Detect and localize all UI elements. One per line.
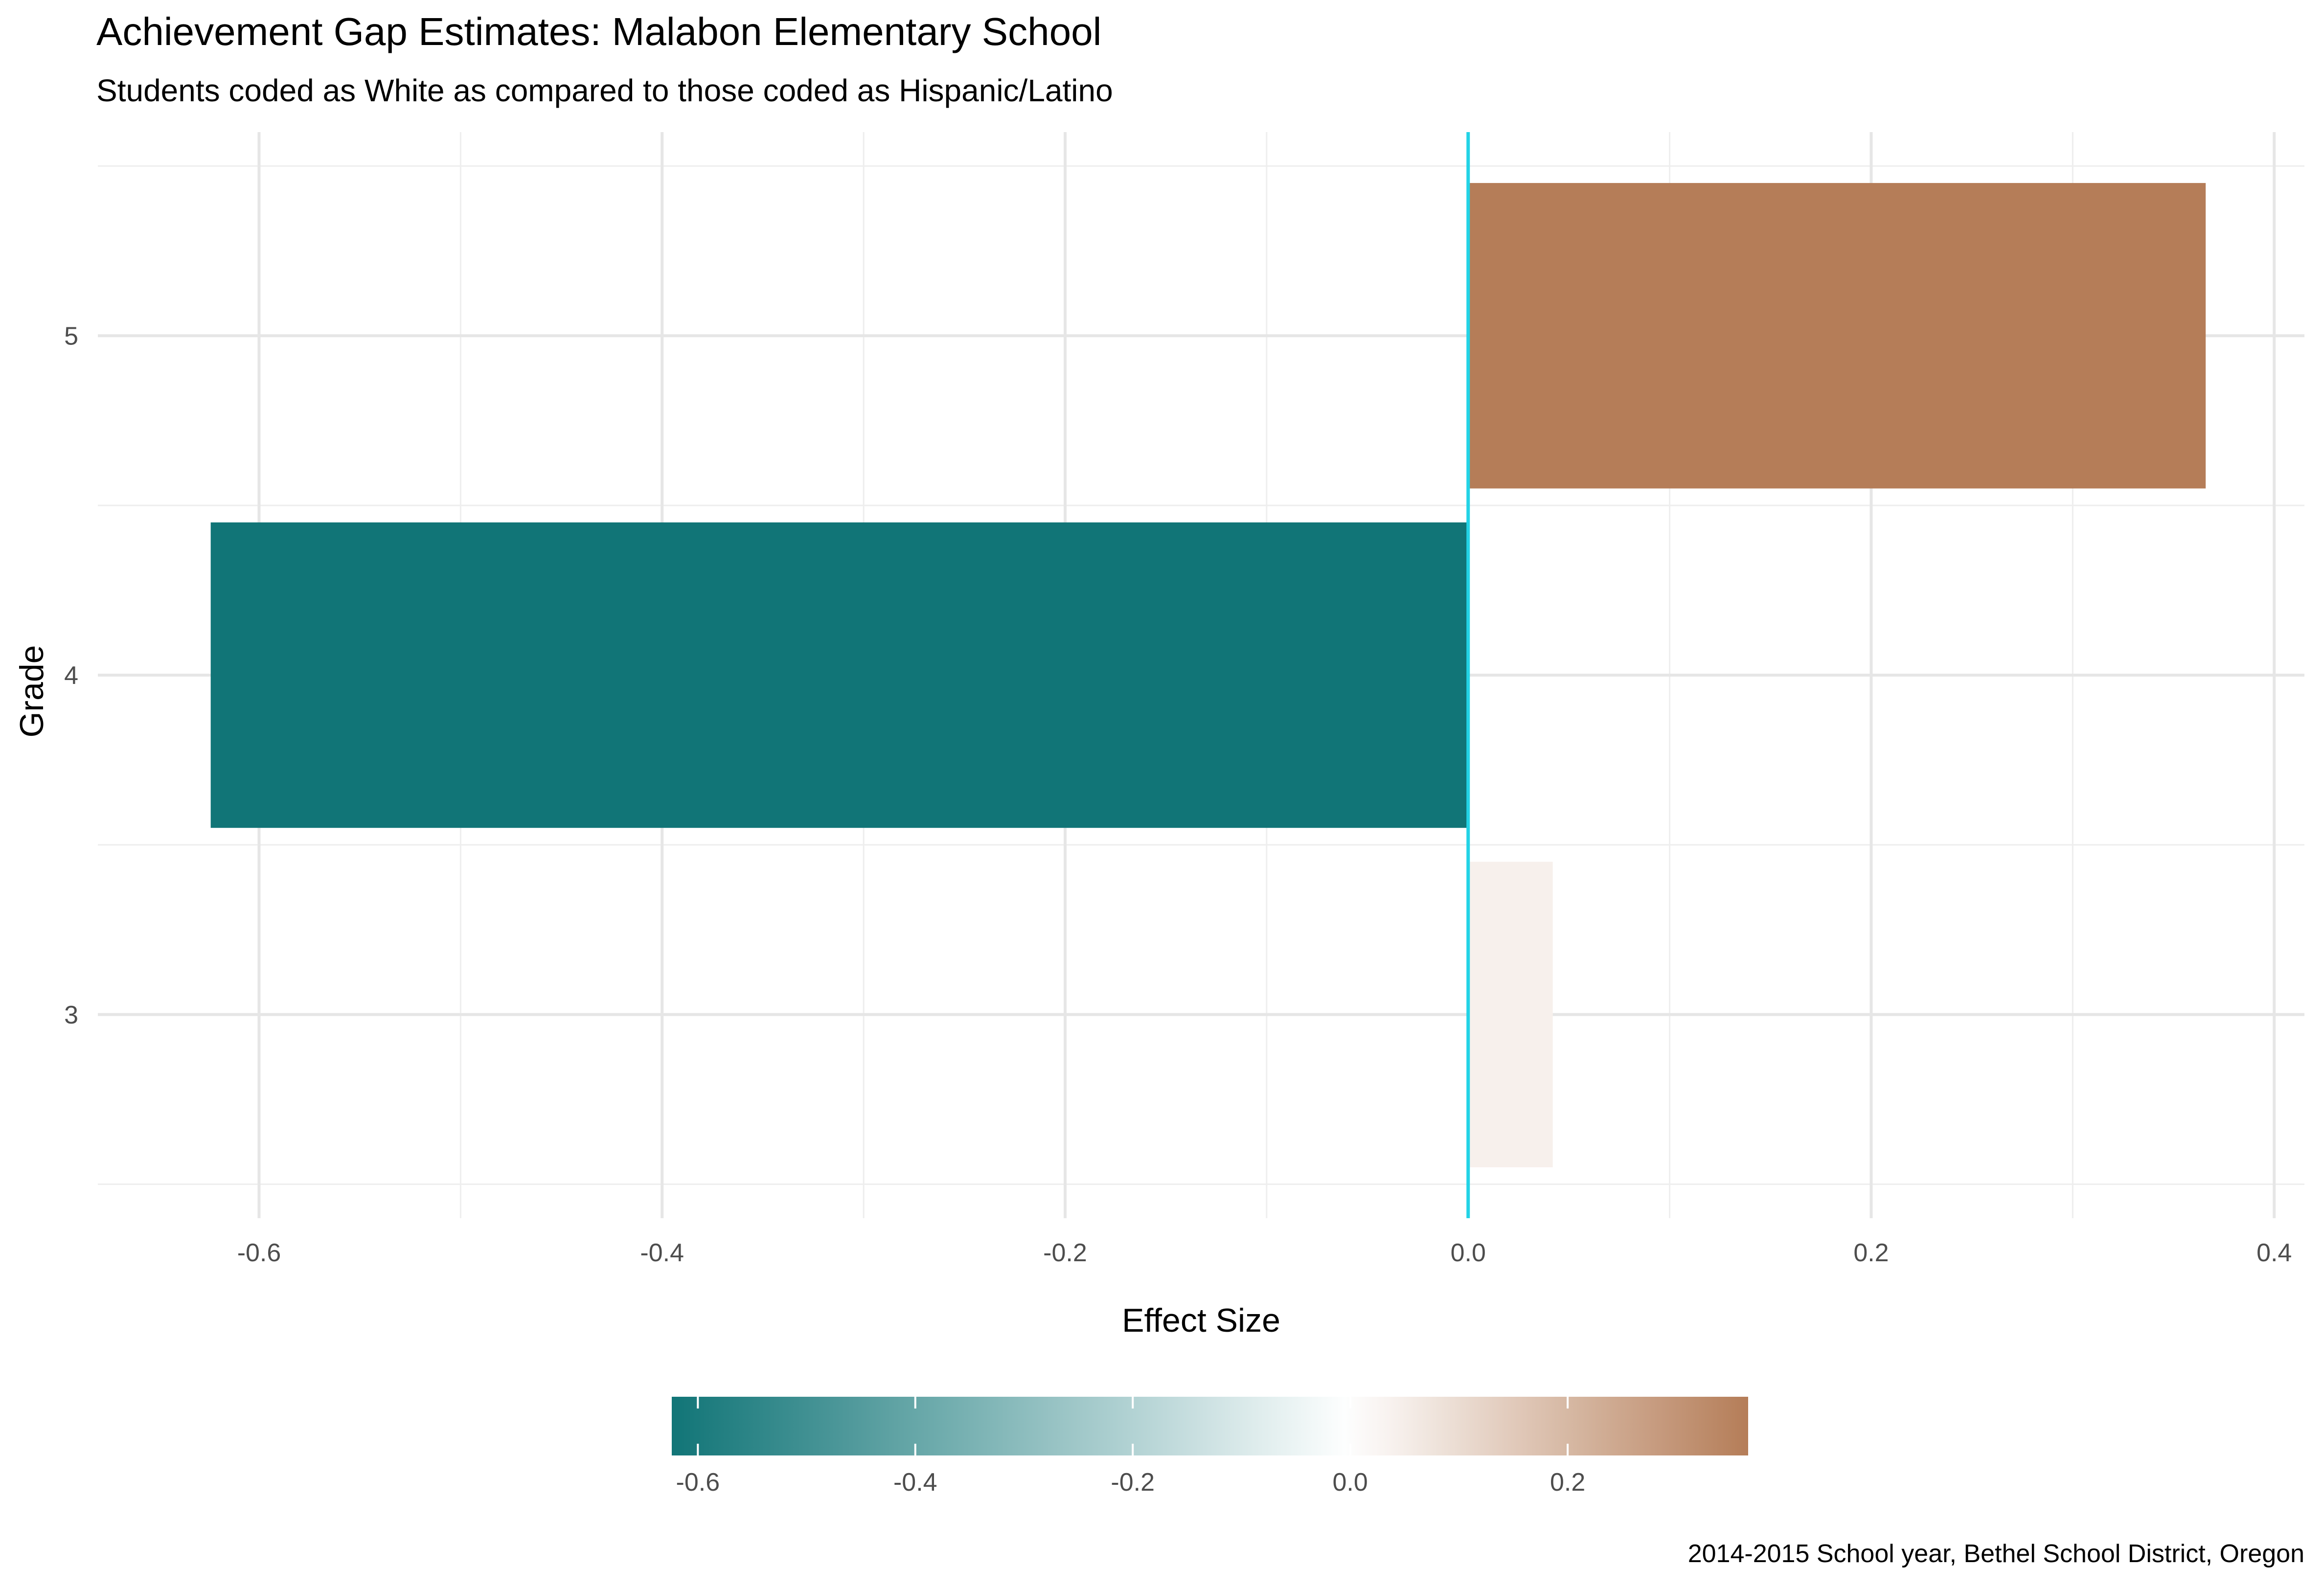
- bar-grade-3: [1468, 862, 1553, 1167]
- x-tick-label: 0.2: [1853, 1239, 1889, 1267]
- chart-caption: 2014-2015 School year, Bethel School Dis…: [1688, 1540, 2304, 1568]
- x-axis-ticks: -0.6 -0.4 -0.2 0.0 0.2 0.4: [237, 1239, 2292, 1267]
- x-tick-label: -0.4: [640, 1239, 684, 1267]
- colorbar-legend: -0.6 -0.4 -0.2 0.0 0.2: [672, 1397, 1748, 1497]
- x-axis-title: Effect Size: [1122, 1302, 1280, 1339]
- bar-grade-5: [1468, 183, 2206, 489]
- colorbar-ticks: -0.6 -0.4 -0.2 0.0 0.2: [676, 1397, 1585, 1497]
- colorbar: [672, 1397, 1748, 1455]
- x-tick-label: -0.6: [237, 1239, 281, 1267]
- x-tick-label: 0.4: [2256, 1239, 2292, 1267]
- x-tick-label: -0.2: [1043, 1239, 1087, 1267]
- colorbar-tick-label: -0.6: [676, 1468, 720, 1497]
- bars: [210, 183, 2206, 1167]
- chart-subtitle: Students coded as White as compared to t…: [96, 73, 1113, 108]
- colorbar-tick-label: -0.2: [1111, 1468, 1155, 1497]
- colorbar-tick-label: 0.2: [1550, 1468, 1585, 1497]
- y-tick-label: 5: [64, 322, 78, 350]
- y-tick-label: 3: [64, 1001, 78, 1029]
- plot-area: -0.6 -0.4 -0.2 0.0 0.2 0.4 3 4 5: [64, 132, 2304, 1267]
- y-axis-title: Grade: [13, 645, 50, 738]
- y-axis-ticks: 3 4 5: [64, 322, 78, 1029]
- chart-title: Achievement Gap Estimates: Malabon Eleme…: [96, 10, 1101, 53]
- y-tick-label: 4: [64, 661, 78, 690]
- bar-grade-4: [210, 522, 1468, 828]
- x-tick-label: 0.0: [1451, 1239, 1486, 1267]
- colorbar-tick-label: -0.4: [893, 1468, 937, 1497]
- colorbar-tick-label: 0.0: [1333, 1468, 1368, 1497]
